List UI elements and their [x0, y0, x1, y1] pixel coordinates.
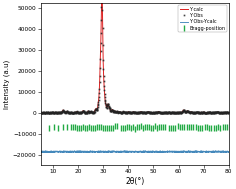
Bragg-position — [123, 127, 126, 129]
Bragg-position — [139, 125, 142, 128]
Y calc — [176, 111, 179, 114]
Bragg-position — [134, 127, 136, 130]
Y Obs-Ycalc — [129, 151, 131, 153]
Bragg-position — [183, 126, 186, 129]
Y Obs — [227, 111, 230, 114]
Y Obs-Ycalc — [182, 150, 185, 152]
Y Obs — [39, 111, 42, 114]
X-axis label: 2θ(°): 2θ(°) — [125, 177, 144, 186]
Y Obs-Ycalc — [118, 151, 121, 153]
Y Obs-Ycalc — [120, 151, 122, 153]
Line: Y Obs: Y Obs — [40, 0, 229, 114]
Line: Bragg-position: Bragg-position — [46, 124, 230, 131]
Line: Y calc: Y calc — [41, 0, 229, 112]
Y Obs — [154, 111, 156, 113]
Y Obs — [153, 112, 156, 114]
Y calc — [222, 111, 224, 114]
Bragg-position — [101, 127, 104, 129]
Y Obs — [182, 109, 185, 111]
Y Obs-Ycalc — [212, 151, 215, 153]
Y Obs — [159, 112, 162, 114]
Line: Y Obs-Ycalc: Y Obs-Ycalc — [41, 151, 229, 153]
Y Obs — [51, 112, 54, 114]
Y calc — [212, 111, 215, 114]
Y-axis label: Intensity (a.u): Intensity (a.u) — [4, 60, 10, 109]
Y Obs — [202, 111, 204, 113]
Y Obs-Ycalc — [39, 150, 42, 153]
Y Obs-Ycalc — [227, 151, 230, 153]
Bragg-position — [97, 126, 100, 128]
Legend: Y calc, Y Obs, Y Obs-Ycalc, Bragg-position: Y calc, Y Obs, Y Obs-Ycalc, Bragg-positi… — [178, 5, 227, 33]
Y Obs-Ycalc — [185, 152, 188, 154]
Y Obs — [149, 111, 152, 113]
Bragg-position — [126, 126, 128, 128]
Y calc — [39, 111, 42, 114]
Bragg-position — [48, 127, 51, 129]
Y Obs-Ycalc — [222, 150, 224, 153]
Y Obs-Ycalc — [176, 150, 179, 152]
Y calc — [118, 111, 121, 113]
Bragg-position — [156, 126, 158, 129]
Bragg-position — [226, 126, 229, 128]
Y calc — [129, 111, 131, 114]
Y calc — [120, 111, 122, 114]
Y calc — [227, 111, 230, 114]
